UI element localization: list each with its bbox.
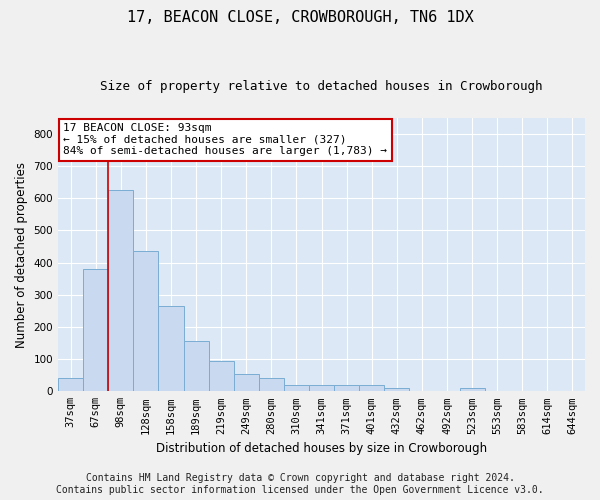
Bar: [108, 190, 133, 392]
Y-axis label: Number of detached properties: Number of detached properties: [15, 162, 28, 348]
Bar: [83, 269, 108, 392]
Bar: [58, 378, 83, 392]
Bar: [259, 378, 284, 392]
Text: Contains HM Land Registry data © Crown copyright and database right 2024.
Contai: Contains HM Land Registry data © Crown c…: [56, 474, 544, 495]
Bar: [460, 388, 485, 392]
Bar: [334, 385, 359, 392]
Text: 17 BEACON CLOSE: 93sqm
← 15% of detached houses are smaller (327)
84% of semi-de: 17 BEACON CLOSE: 93sqm ← 15% of detached…: [64, 123, 388, 156]
Bar: [384, 388, 409, 392]
Bar: [359, 385, 384, 392]
Bar: [209, 360, 233, 392]
Bar: [133, 252, 158, 392]
Text: 17, BEACON CLOSE, CROWBOROUGH, TN6 1DX: 17, BEACON CLOSE, CROWBOROUGH, TN6 1DX: [127, 10, 473, 25]
Bar: [284, 385, 309, 392]
Bar: [184, 342, 209, 392]
Bar: [233, 374, 259, 392]
Bar: [309, 385, 334, 392]
Bar: [158, 306, 184, 392]
X-axis label: Distribution of detached houses by size in Crowborough: Distribution of detached houses by size …: [156, 442, 487, 455]
Title: Size of property relative to detached houses in Crowborough: Size of property relative to detached ho…: [100, 80, 543, 93]
